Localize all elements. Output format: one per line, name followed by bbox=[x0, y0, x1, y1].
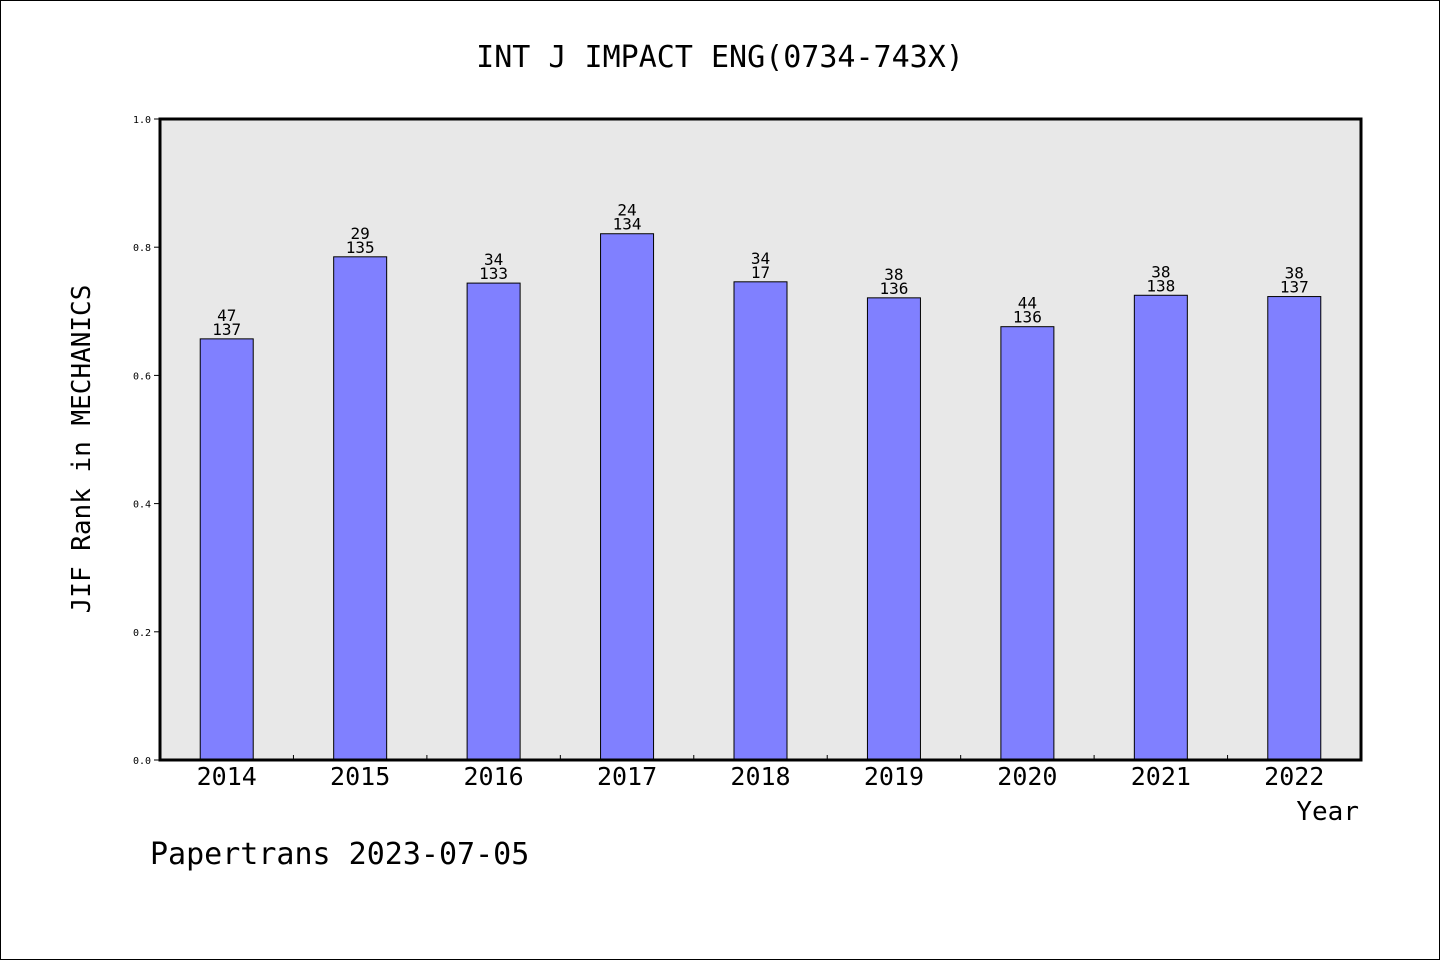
x-axis-label: Year bbox=[1296, 797, 1359, 827]
bar-rank-label: 24 bbox=[617, 201, 636, 220]
bar-rank-label: 38 bbox=[884, 265, 903, 284]
y-axis: 0.0 0.2 0.4 0.6 0.8 1.0 bbox=[133, 115, 160, 767]
y-tick-label: 0.4 bbox=[133, 500, 151, 511]
bar-total-label: 17 bbox=[751, 263, 770, 282]
bar-total-label: 134 bbox=[613, 215, 642, 234]
bar-total-label: 135 bbox=[346, 238, 375, 257]
bar-2022 bbox=[1267, 296, 1322, 761]
y-tick-label: 0.6 bbox=[133, 371, 151, 382]
bar-rank-label: 38 bbox=[1151, 262, 1170, 281]
bar-2016 bbox=[466, 282, 521, 761]
y-tick-label: 0.8 bbox=[133, 243, 151, 254]
bar-2020 bbox=[1000, 326, 1055, 761]
bar-total-label: 138 bbox=[1146, 276, 1175, 295]
bar-2018 bbox=[733, 281, 788, 761]
bar-2014 bbox=[199, 338, 254, 761]
bar-total-label: 136 bbox=[879, 279, 908, 298]
x-tick-label: 2016 bbox=[464, 762, 524, 791]
bar-2015 bbox=[333, 256, 388, 761]
bar-rank-label: 47 bbox=[217, 306, 236, 325]
y-tick-label: 0.0 bbox=[133, 756, 151, 767]
footer-credit: Papertrans 2023-07-05 bbox=[150, 837, 529, 872]
bar-2017 bbox=[600, 233, 655, 761]
x-tick-label: 2019 bbox=[864, 762, 924, 791]
x-tick-label: 2014 bbox=[197, 762, 257, 791]
x-tick-label: 2018 bbox=[730, 762, 790, 791]
bar-rank-label: 44 bbox=[1018, 294, 1037, 313]
bar-total-label: 133 bbox=[479, 264, 508, 283]
x-tick-label: 2017 bbox=[597, 762, 657, 791]
bar-2021 bbox=[1133, 294, 1188, 761]
plot-border bbox=[158, 117, 1363, 762]
bar-rank-label: 34 bbox=[751, 249, 770, 268]
chart-title: INT J IMPACT ENG(0734-743X) bbox=[476, 40, 964, 75]
y-axis-label: JIF Rank in MECHANICS bbox=[67, 285, 97, 614]
bar-total-label: 137 bbox=[1280, 278, 1309, 297]
bar-rank-label: 38 bbox=[1285, 264, 1304, 283]
x-tick-label: 2015 bbox=[330, 762, 390, 791]
bar-total-label: 136 bbox=[1013, 308, 1042, 327]
x-axis: 2014 2015 2016 2017 2018 2019 2020 2021 2022 bbox=[197, 755, 1324, 791]
x-tick-label: 2021 bbox=[1131, 762, 1191, 791]
x-tick-label: 2022 bbox=[1264, 762, 1324, 791]
bar-total-label: 137 bbox=[212, 320, 241, 339]
bar-rank-label: 29 bbox=[351, 224, 370, 243]
bars-group bbox=[199, 233, 1322, 761]
bar-2019 bbox=[866, 297, 921, 761]
y-tick-label: 1.0 bbox=[133, 115, 151, 126]
bar-rank-label: 34 bbox=[484, 250, 503, 269]
y-tick-label: 0.2 bbox=[133, 628, 151, 639]
x-tick-label: 2020 bbox=[997, 762, 1057, 791]
